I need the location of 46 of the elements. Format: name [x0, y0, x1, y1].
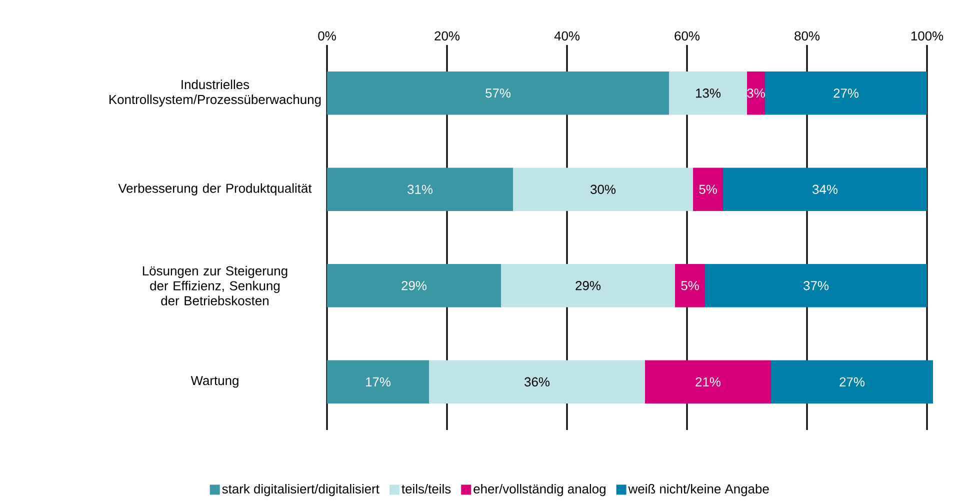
legend-label: teils/teils: [402, 484, 451, 494]
data-label: 29%: [576, 281, 601, 290]
bar: [705, 264, 928, 308]
data-label: 36%: [524, 377, 550, 386]
data-label: 5%: [681, 281, 699, 290]
x-tick-label: 60%: [674, 31, 700, 40]
x-tick-label: 20%: [434, 31, 460, 40]
bar: [327, 264, 502, 308]
y-tick-label: Verbesserung der Produktqualität: [118, 183, 312, 196]
legend-label: weiß nicht/keine Angabe: [628, 484, 769, 496]
data-label: 34%: [812, 184, 838, 194]
bar: [327, 360, 430, 404]
x-tick-label: 80%: [794, 31, 820, 40]
data-label: 13%: [696, 88, 721, 98]
bar: [501, 264, 676, 308]
y-tick-label: Wartung: [190, 376, 238, 388]
x-tick-label: 100%: [911, 31, 944, 40]
y-tick-label: Lösungen zur Steigerung der Effizienz, Senkung der Betriebskosten: [142, 266, 288, 306]
bar: [771, 360, 934, 404]
bar: [669, 71, 748, 115]
bar: [693, 168, 724, 212]
data-label: 5%: [699, 184, 717, 194]
bar: [327, 71, 670, 115]
bar: [675, 264, 706, 308]
bar: [429, 360, 646, 404]
data-label: 27%: [840, 377, 865, 386]
bar: [723, 168, 928, 212]
data-label: 17%: [366, 377, 391, 386]
data-label: 27%: [834, 88, 859, 98]
data-label: 3%: [747, 88, 765, 98]
bar: [747, 71, 766, 115]
data-label: 21%: [696, 377, 721, 386]
y-tick-label: Industrielles Kontrollsystem/Prozessüberwachung: [110, 80, 321, 107]
x-tick-label: 40%: [554, 31, 580, 40]
bar: [327, 168, 514, 212]
data-label: 57%: [486, 88, 511, 98]
data-label: 37%: [804, 281, 829, 290]
data-label: 29%: [402, 281, 427, 290]
bar: [765, 71, 928, 115]
legend-label: eher/vollständig analog: [474, 484, 606, 496]
bar: [645, 360, 772, 404]
legend-label: stark digitalisiert/digitalisiert: [222, 484, 380, 496]
x-tick-label: 0%: [318, 31, 336, 40]
data-label: 31%: [408, 184, 433, 194]
bar: [513, 168, 694, 212]
data-label: 30%: [590, 184, 616, 194]
